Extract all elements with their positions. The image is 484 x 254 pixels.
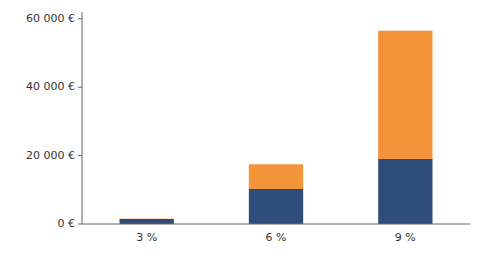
x-tick-label: 9 % xyxy=(395,231,416,244)
x-axis-line xyxy=(82,224,470,225)
y-axis-line xyxy=(82,12,83,224)
y-tick xyxy=(78,87,82,88)
bar-segment xyxy=(378,159,432,224)
y-tick xyxy=(78,18,82,19)
y-tick xyxy=(78,155,82,156)
bar-segment xyxy=(378,31,432,159)
x-tick-label: 6 % xyxy=(266,231,287,244)
bars xyxy=(120,31,433,224)
bar-segment xyxy=(249,164,303,189)
bar-segment xyxy=(249,189,303,224)
y-tick xyxy=(78,224,82,225)
y-tick-label: 40 000 € xyxy=(26,80,75,93)
bar-segment xyxy=(120,218,174,219)
y-tick-label: 0 € xyxy=(58,217,76,230)
y-tick-label: 60 000 € xyxy=(26,12,75,25)
y-tick-label: 20 000 € xyxy=(26,149,75,162)
chart-container: 0 € 20 000 € 40 000 € 60 000 € 3 % 6 % 9 % xyxy=(0,0,484,254)
chart: 0 € 20 000 € 40 000 € 60 000 € 3 % 6 % 9 % xyxy=(0,0,484,254)
bar-segment xyxy=(120,219,174,224)
x-tick-label: 3 % xyxy=(136,231,157,244)
